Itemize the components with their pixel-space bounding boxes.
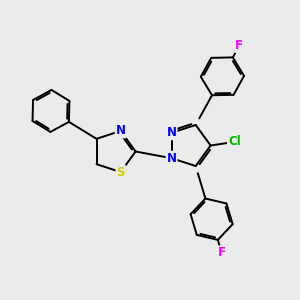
Text: Cl: Cl	[228, 135, 241, 148]
Text: F: F	[218, 246, 226, 259]
Text: N: N	[167, 126, 176, 139]
Text: S: S	[116, 166, 125, 178]
Text: N: N	[167, 152, 176, 165]
Text: F: F	[235, 39, 243, 52]
Text: N: N	[116, 124, 126, 137]
